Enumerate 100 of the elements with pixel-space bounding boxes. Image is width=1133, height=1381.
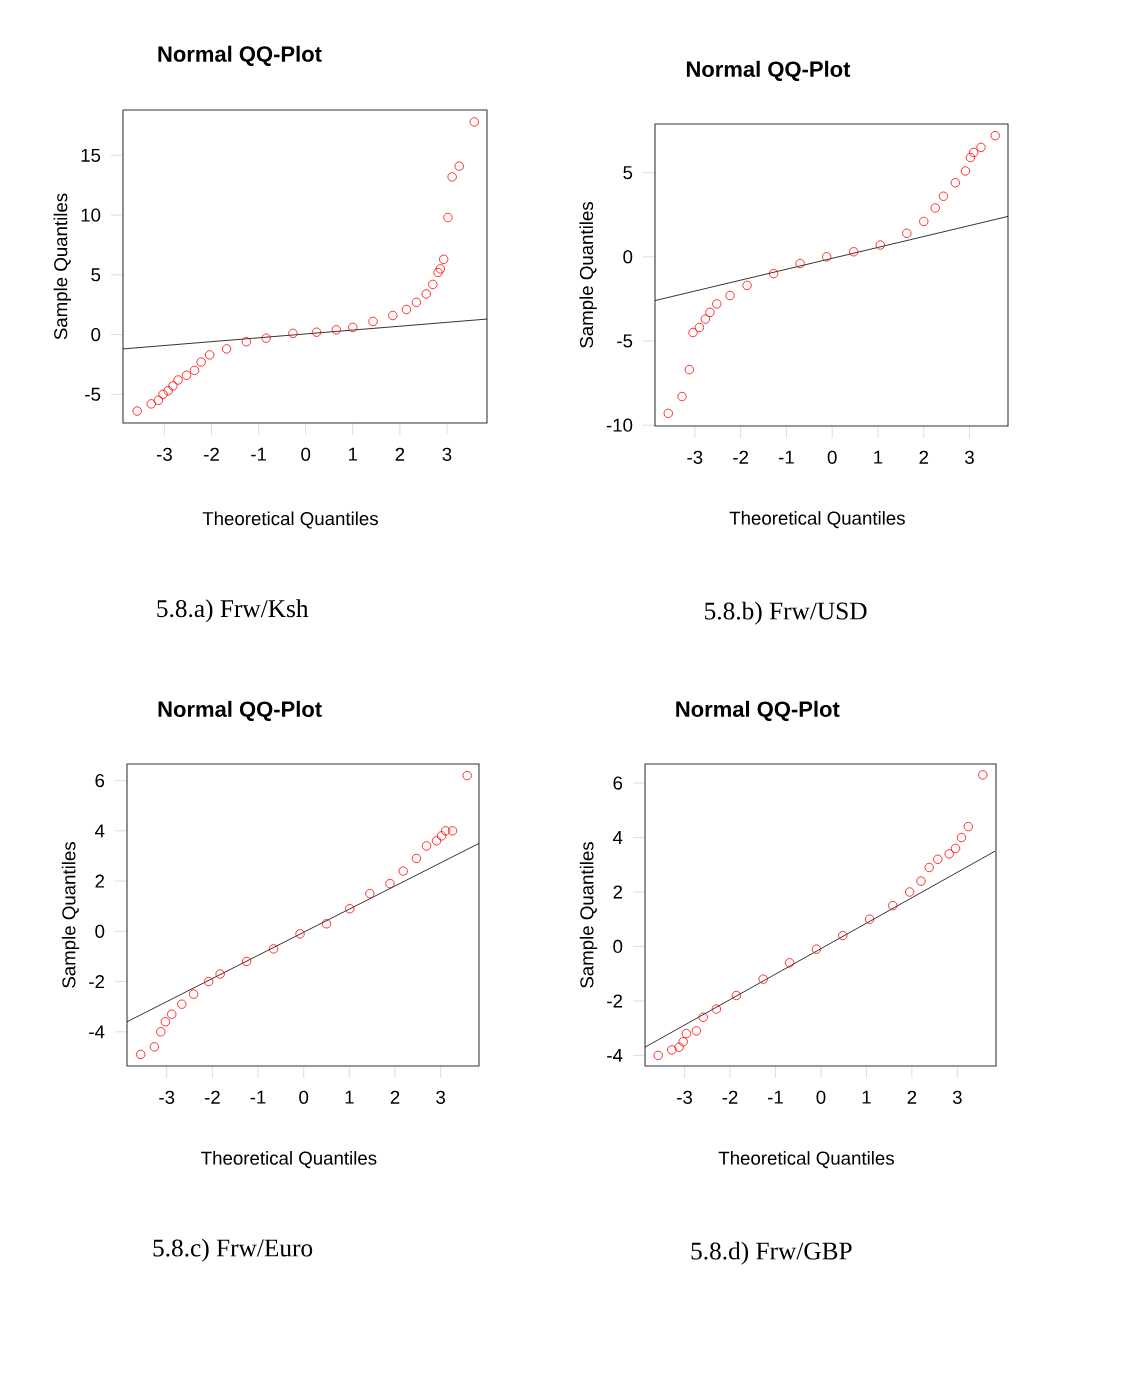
y-axis-title: Sample Quantiles — [61, 842, 80, 988]
x-tick-label: 1 — [862, 1090, 871, 1104]
point — [678, 1037, 688, 1047]
point — [938, 191, 949, 201]
point — [441, 826, 451, 836]
point — [268, 944, 279, 954]
y-tick-label: 0 — [613, 939, 623, 954]
x-tick-label: 0 — [299, 1090, 309, 1104]
point — [700, 314, 711, 324]
point — [421, 289, 431, 299]
x-tick-label: -2 — [204, 1090, 220, 1104]
y-tick-label: 15 — [81, 148, 101, 162]
point — [136, 1049, 146, 1060]
point — [348, 322, 358, 333]
point — [177, 999, 187, 1009]
x-tick-label: -2 — [722, 1090, 738, 1104]
y-tick-label: 4 — [94, 824, 105, 838]
x-tick-label: -3 — [156, 447, 172, 461]
point — [132, 406, 142, 416]
point — [712, 299, 722, 309]
x-axis-title: Theoretical Quantiles — [202, 511, 378, 529]
point — [149, 1042, 160, 1052]
point — [168, 381, 178, 391]
point — [156, 1027, 166, 1037]
point — [681, 1028, 692, 1039]
point — [158, 389, 168, 399]
point — [189, 365, 200, 376]
y-tick-label: -2 — [89, 975, 105, 989]
y-tick-label: 6 — [95, 773, 105, 788]
point — [950, 178, 961, 188]
point — [428, 279, 438, 290]
point — [742, 280, 752, 291]
y-tick-label: -4 — [89, 1025, 105, 1039]
x-tick-label: 2 — [907, 1090, 917, 1104]
x-tick-label: -2 — [204, 447, 219, 461]
y-tick-label: 5 — [623, 166, 633, 180]
x-tick-label: -1 — [251, 447, 267, 461]
point — [160, 1017, 171, 1027]
point — [433, 267, 443, 278]
point — [443, 212, 453, 223]
x-tick-label: -1 — [250, 1090, 266, 1104]
point — [146, 399, 156, 409]
y-tick-label: 0 — [623, 250, 633, 264]
point — [398, 866, 408, 876]
x-tick-label: 0 — [827, 450, 837, 464]
point — [930, 203, 940, 213]
point — [454, 161, 464, 171]
x-tick-label: -2 — [733, 450, 748, 464]
text: 5.8.a) Frw/Ksh — [157, 599, 309, 623]
x-tick-label: 1 — [345, 1090, 354, 1104]
x-tick-label: 3 — [952, 1090, 962, 1104]
point — [691, 1026, 702, 1036]
point — [950, 843, 961, 854]
point — [725, 290, 735, 301]
point — [684, 364, 695, 375]
point — [784, 958, 795, 968]
point — [795, 258, 805, 269]
point — [288, 328, 298, 339]
x-axis-title: Theoretical Quantiles — [201, 1151, 377, 1169]
x-tick-label: -3 — [159, 1090, 175, 1104]
point — [204, 350, 215, 360]
point — [385, 878, 395, 889]
point — [963, 821, 973, 832]
point — [956, 832, 967, 843]
y-tick-label: 6 — [613, 776, 623, 790]
point — [758, 974, 768, 984]
text: 5.8.d) Frw/GBP — [691, 1241, 852, 1265]
x-axis-title: Theoretical Quantiles — [729, 511, 905, 529]
point — [261, 333, 271, 343]
y-tick-label: -5 — [85, 387, 101, 401]
y-tick-label: 0 — [95, 924, 105, 938]
point — [667, 1045, 677, 1055]
point — [469, 117, 479, 127]
point — [698, 1012, 708, 1022]
point — [924, 862, 934, 873]
point — [933, 854, 943, 864]
point — [411, 853, 422, 864]
x-tick-label: 2 — [390, 1090, 400, 1104]
point — [439, 254, 449, 264]
point — [411, 297, 422, 307]
point — [311, 327, 322, 337]
point — [435, 264, 446, 274]
point — [990, 130, 1000, 141]
chart-title: Normal QQ-Plot — [158, 45, 322, 66]
point — [653, 1050, 663, 1061]
point — [969, 147, 979, 158]
point — [167, 1009, 177, 1019]
y-tick-label: 2 — [95, 874, 105, 888]
point — [888, 900, 898, 911]
y-tick-label: 2 — [613, 885, 623, 899]
y-tick-label: -5 — [617, 334, 633, 348]
point — [181, 370, 192, 380]
point — [241, 956, 252, 967]
point — [163, 386, 173, 396]
point — [768, 268, 779, 279]
point — [694, 322, 705, 333]
point — [295, 929, 305, 939]
y-tick-label: -2 — [607, 994, 623, 1008]
text: 5.8.c) Frw/Euro — [153, 1238, 313, 1262]
y-tick-label: 5 — [91, 268, 101, 282]
